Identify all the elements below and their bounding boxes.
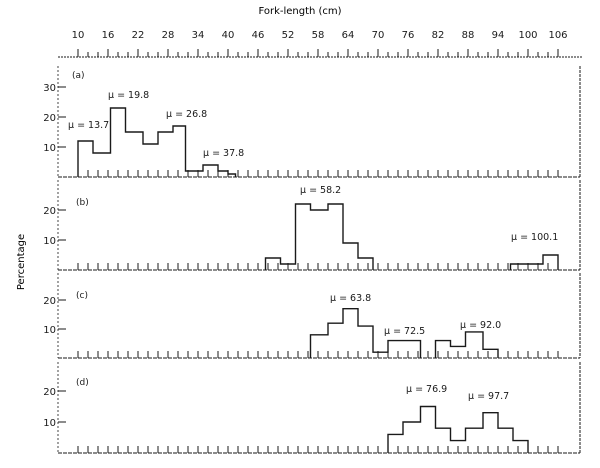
x-tick-label: 34 (192, 30, 205, 41)
panel-d: 10 20 (d) μ = 76.9 μ = 97.7 (43, 362, 581, 454)
x-tick-label: 52 (282, 30, 295, 41)
x-tick-label: 76 (402, 30, 415, 41)
histogram-panels: 10 20 30 (a) μ = 13.7 μ = 19.8 μ = 26.8 μ = 37.… (43, 66, 581, 454)
histogram-bars (77, 107, 237, 177)
x-tick-label: 16 (102, 30, 115, 41)
panel-label: (b) (76, 198, 89, 208)
y-tick-label: 10 (43, 236, 56, 247)
x-tick-label: 40 (222, 30, 235, 41)
histogram-bars (264, 203, 559, 270)
mean-annotation: μ = 26.8 (166, 109, 207, 120)
top-x-axis: 10 16 22 28 34 40 46 52 58 64 70 76 82 88 94 100 106 (58, 30, 582, 58)
mean-annotation: μ = 19.8 (108, 90, 149, 101)
mean-annotation: μ = 72.5 (384, 326, 425, 337)
y-tick-label: 10 (43, 325, 56, 336)
x-tick-label: 46 (252, 30, 265, 41)
mean-annotation: μ = 92.0 (460, 320, 501, 331)
y-axis-title: Percentage (16, 234, 27, 290)
x-tick-label: 82 (432, 30, 445, 41)
panel-label: (c) (76, 291, 88, 301)
histogram-bars (309, 308, 499, 358)
x-tick-label: 100 (518, 30, 537, 41)
x-tick-label: 10 (72, 30, 85, 41)
x-tick-label: 22 (132, 30, 145, 41)
x-tick-label: 64 (342, 30, 355, 41)
x-tick-label: 94 (492, 30, 505, 41)
panel-label: (d) (76, 378, 89, 388)
y-tick-label: 20 (43, 387, 56, 398)
y-tick-label: 20 (43, 113, 56, 124)
x-tick-label: 88 (462, 30, 475, 41)
y-tick-label: 10 (43, 418, 56, 429)
mean-annotation: μ = 37.8 (203, 148, 244, 159)
y-tick-label: 20 (43, 296, 56, 307)
x-tick-label: 70 (372, 30, 385, 41)
y-tick-label: 30 (43, 83, 56, 94)
panel-a: 10 20 30 (a) μ = 13.7 μ = 19.8 μ = 26.8 μ = 37.… (43, 66, 581, 178)
mean-annotation: μ = 13.7 (68, 120, 109, 131)
x-axis-title: Fork-length (cm) (258, 6, 341, 17)
panel-label: (a) (72, 71, 85, 81)
mean-annotation: μ = 58.2 (300, 185, 341, 196)
panel-c: 10 20 (c) μ = 63.8 μ = 72.5 μ = 92.0 (43, 273, 581, 359)
panel-b: 10 20 (b) μ = 58.2 μ = 100.1 (43, 180, 581, 271)
mean-annotation: μ = 97.7 (468, 391, 509, 402)
x-tick-label: 106 (548, 30, 567, 41)
histogram-bars (387, 405, 529, 453)
mean-annotation: μ = 76.9 (406, 384, 447, 395)
y-tick-label: 20 (43, 206, 56, 217)
mean-annotation: μ = 100.1 (511, 232, 558, 243)
x-tick-label: 58 (312, 30, 325, 41)
y-tick-label: 10 (43, 143, 56, 154)
mean-annotation: μ = 63.8 (330, 293, 371, 304)
x-tick-label: 28 (162, 30, 175, 41)
